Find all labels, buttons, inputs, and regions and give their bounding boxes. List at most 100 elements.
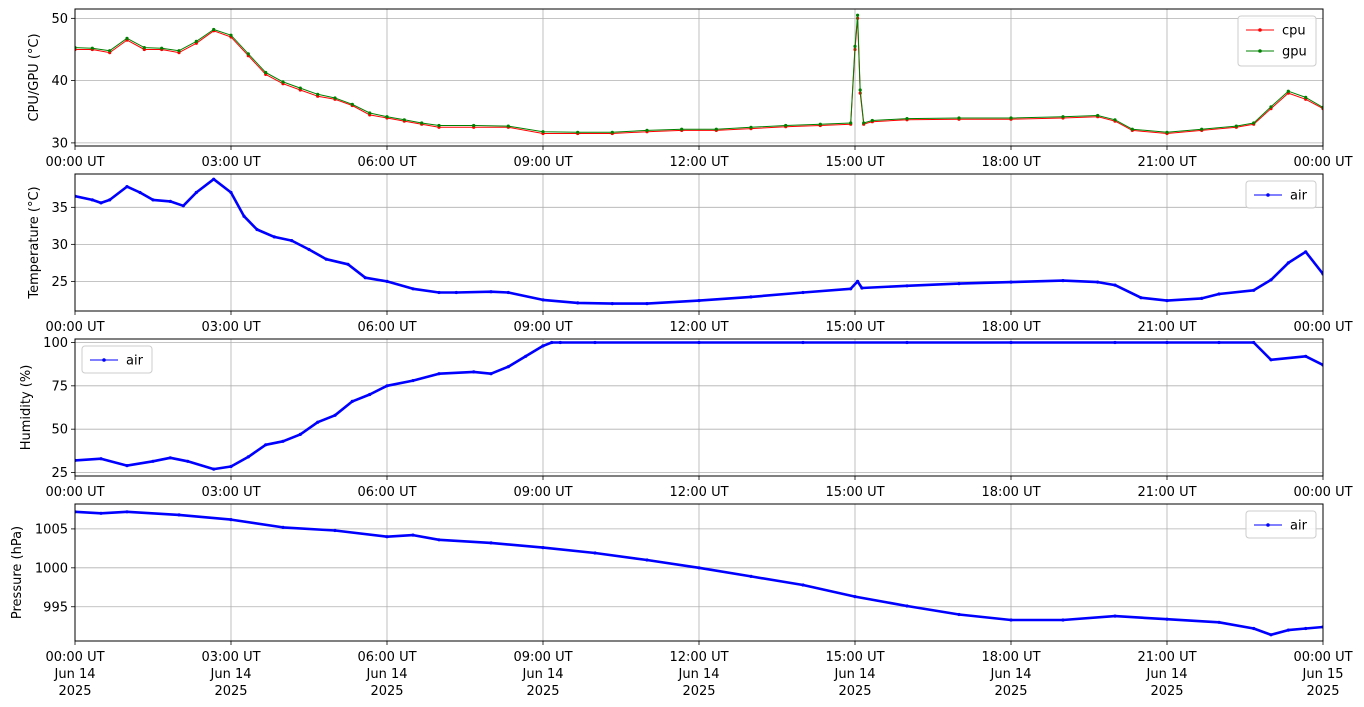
series-line-cpu [75,17,1323,134]
y-axis-label: Humidity (%) [19,365,34,451]
data-point [1252,340,1256,345]
data-point [1269,278,1273,282]
data-point [212,177,216,181]
data-point [1252,121,1256,125]
data-point [272,235,276,239]
data-point [168,456,172,460]
y-axis-label: Temperature (°C) [27,186,42,299]
data-point [697,299,701,303]
data-point [472,123,476,128]
y-tick-label: 25 [51,466,68,481]
data-point [298,86,302,90]
x-tick-label: 12:00 UT [669,485,728,500]
data-point [818,122,822,126]
x-tick-label: 06:00 UT [357,650,416,665]
data-point [316,420,320,424]
data-point [411,379,415,383]
legend: air [81,345,153,374]
data-point [558,340,562,345]
data-point [1304,626,1308,631]
data-point [1269,633,1273,637]
data-point [784,123,788,128]
x-tick-label: 00:00 UT [45,650,104,665]
x-tick-year: 2025 [214,684,247,699]
data-point [1139,296,1143,300]
data-point [1234,124,1238,128]
data-point [472,370,476,374]
data-point [177,49,181,53]
data-point [186,459,190,463]
x-tick-label: 21:00 UT [1137,320,1196,335]
data-point [168,199,172,203]
data-point [1009,280,1013,284]
data-point [212,467,216,471]
data-point [212,27,216,32]
series-line-gpu [75,14,1323,133]
data-point [1269,358,1273,362]
y-tick-label: 35 [51,201,68,216]
x-tick-year: 2025 [1306,684,1339,699]
data-point [281,525,285,530]
x-tick-label: 09:00 UT [513,650,572,665]
data-point [1200,127,1204,131]
legend-marker-gpu [1258,49,1262,53]
data-point [346,262,350,266]
x-tick-date: Jun 15 [1302,667,1344,682]
legend-box [1237,15,1317,67]
data-point [1165,617,1169,621]
data-point [801,290,805,295]
x-tick-label: 03:00 UT [201,485,260,500]
data-point [125,185,129,189]
data-point [298,432,302,436]
x-tick-label: 21:00 UT [1137,650,1196,665]
legend-label-air: air [1290,519,1308,534]
data-point [363,276,367,280]
data-point [108,198,112,202]
data-point [385,384,389,388]
data-point [749,295,753,299]
x-tick-label: 18:00 UT [981,320,1040,335]
data-point [99,457,103,461]
legend-marker-air [102,358,106,362]
data-point [1113,283,1117,287]
data-point [1304,95,1308,99]
data-point [281,439,285,443]
x-tick-label: 03:00 UT [201,320,260,335]
x-tick-year: 2025 [838,684,871,699]
x-tick-date: Jun 14 [834,667,876,682]
data-point [420,121,424,125]
x-tick-label: 09:00 UT [513,155,572,170]
x-tick-date: Jun 14 [522,667,564,682]
data-point [1252,626,1256,631]
data-point [138,190,142,195]
data-point [576,301,580,305]
data-point [316,92,320,96]
x-tick-label: 03:00 UT [201,155,260,170]
data-point [437,123,441,128]
data-point [350,399,354,403]
data-point [610,302,614,306]
data-point [125,464,129,468]
data-point [350,102,354,106]
x-tick-label: 00:00 UT [1293,650,1352,665]
data-point [524,354,528,358]
data-point [541,130,545,134]
x-tick-year: 2025 [994,684,1027,699]
x-tick-date: Jun 14 [210,667,252,682]
data-point [801,583,805,587]
data-point [385,279,389,283]
data-point [229,518,233,522]
y-tick-label: 25 [51,275,68,290]
panel-3: 25 50 75 100 00:00 UT 03:00 UT 06:00 UT 09:00 U… [19,336,1353,500]
data-point [749,574,753,579]
data-point [368,111,372,115]
data-point [454,290,458,295]
data-point [281,80,285,84]
data-point [1061,279,1065,283]
data-point [749,125,753,129]
data-point [645,128,649,132]
panel-2: 25 30 35 00:00 UT 03:00 UT 06:00 UT 09:00 UT 12… [27,173,1353,335]
data-point [506,365,510,369]
x-tick-label: 06:00 UT [357,485,416,500]
